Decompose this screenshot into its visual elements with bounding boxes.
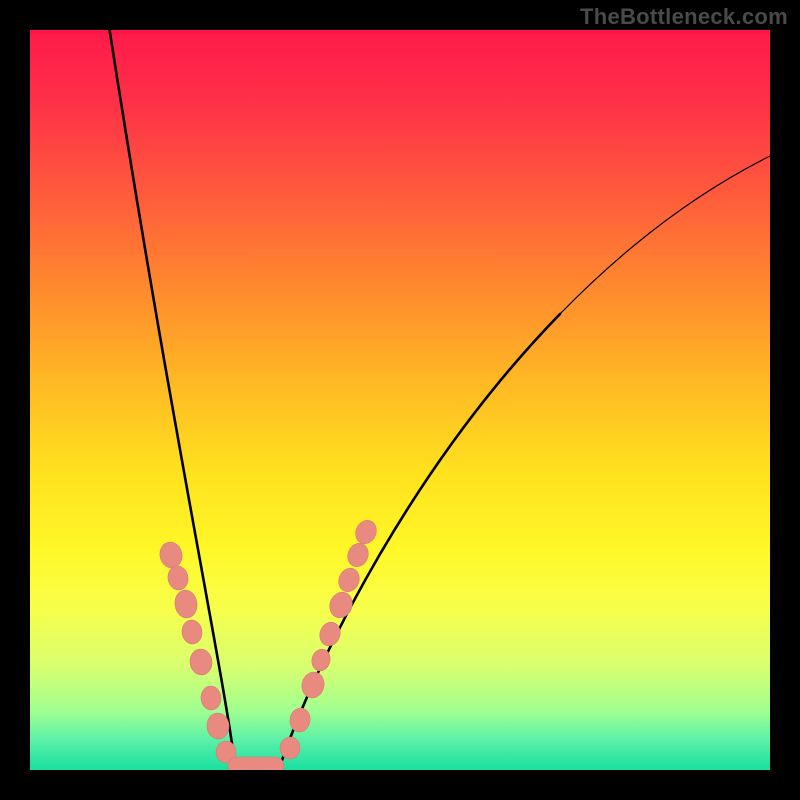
watermark-text: TheBottleneck.com (580, 4, 788, 30)
chart-container: TheBottleneck.com (0, 0, 800, 800)
plot-top-band (30, 30, 770, 34)
bottleneck-chart (0, 0, 800, 800)
plot-background (30, 30, 770, 770)
